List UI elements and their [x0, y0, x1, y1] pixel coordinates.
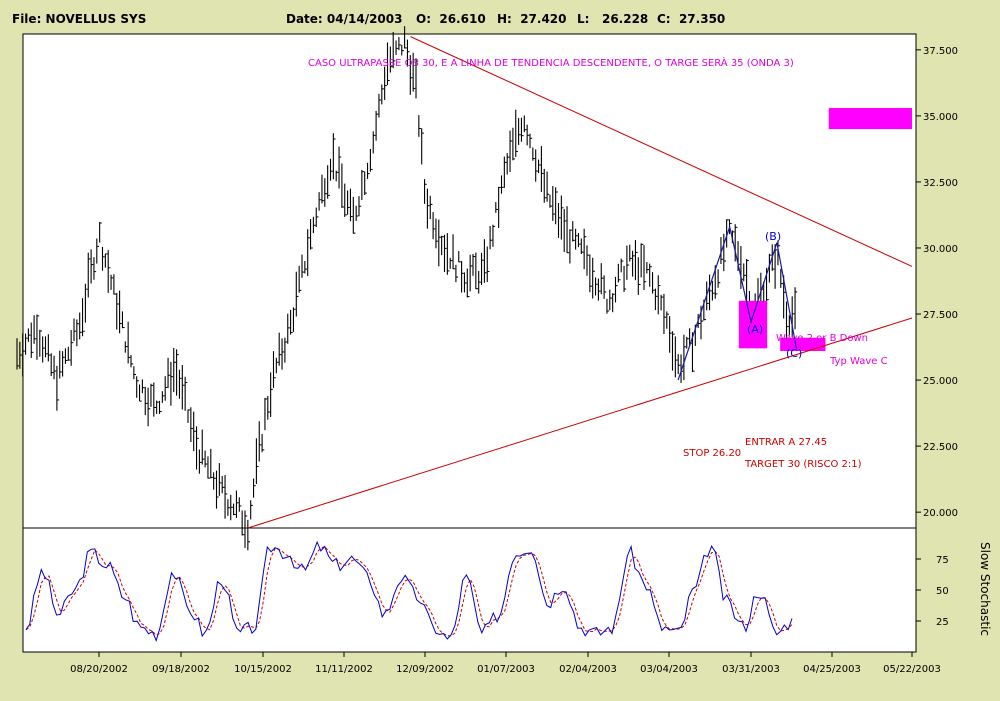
- chart-annotation: Wave 2 or B Down: [776, 333, 868, 344]
- price-tick-label: 30.000: [923, 244, 958, 255]
- stochastic-lines: [25, 540, 793, 642]
- trendline-descending: [410, 36, 913, 267]
- stochastic-tick-label: 50: [936, 586, 949, 597]
- price-panel: [22, 33, 917, 529]
- close-label: C: 27.350: [657, 12, 726, 26]
- price-bars: [16, 26, 798, 551]
- target-zone-box: [828, 107, 912, 130]
- date-tick-label: 08/20/2002: [70, 664, 128, 675]
- date-tick-label: 04/25/2003: [803, 664, 861, 675]
- elliott-wave-path: [677, 224, 797, 381]
- indicator-name: Slow Stochastic: [978, 542, 992, 636]
- stochastic-slow-line: [25, 545, 793, 637]
- chart-annotation: Typ Wave C: [829, 356, 888, 367]
- axes: 37.500 35.000 32.500 30.000 27.500 25.000 22.5…: [70, 46, 958, 675]
- price-tick-label: 32.500: [923, 178, 958, 189]
- price-tick-label: 22.500: [923, 442, 958, 453]
- chart-annotation: (C): [786, 347, 802, 360]
- chart-annotation: TARGET 30 (RISCO 2:1): [744, 459, 862, 470]
- stochastic-panel: [22, 527, 917, 653]
- date-tick-label: 09/18/2002: [152, 664, 210, 675]
- price-tick-label: 35.000: [923, 112, 958, 123]
- date-tick-label: 03/31/2003: [722, 664, 780, 675]
- stochastic-fast-line: [25, 540, 793, 642]
- target-zone-box: [738, 300, 768, 349]
- date-tick-label: 01/07/2003: [477, 664, 535, 675]
- date-tick-label: 11/11/2002: [315, 664, 373, 675]
- open-label: O: 26.610: [416, 12, 486, 26]
- date-tick-label: 02/04/2003: [559, 664, 617, 675]
- date-tick-label: 05/22/2003: [883, 664, 941, 675]
- date-tick-label: 10/15/2002: [234, 664, 292, 675]
- date-tick-label: 12/09/2002: [396, 664, 454, 675]
- date-tick-label: 03/04/2003: [640, 664, 698, 675]
- target-zone-box: [780, 337, 826, 352]
- price-tick-label: 20.000: [923, 508, 958, 519]
- file-label: File: NOVELLUS SYS: [12, 12, 147, 26]
- high-label: H: 27.420: [497, 12, 567, 26]
- chart-annotation: CASO ULTRAPASSE OS 30, E A LINHA DE TEND…: [308, 56, 794, 69]
- overlays: CASO ULTRAPASSE OS 30, E A LINHA DE TEND…: [247, 36, 913, 529]
- price-tick-label: 37.500: [923, 46, 958, 57]
- chart-annotation: STOP 26.20: [683, 448, 741, 459]
- low-label: L: 26.228: [577, 12, 649, 26]
- chart-annotation: (B): [765, 230, 781, 243]
- chart-annotation: ENTRAR A 27.45: [745, 437, 827, 448]
- date-label: Date: 04/14/2003: [286, 12, 403, 26]
- stochastic-tick-label: 75: [936, 555, 949, 566]
- price-tick-label: 27.500: [923, 310, 958, 321]
- trendline-ascending: [247, 317, 913, 529]
- chart-annotation: (A): [747, 323, 763, 336]
- stochastic-tick-label: 25: [936, 617, 949, 628]
- price-tick-label: 25.000: [923, 376, 958, 387]
